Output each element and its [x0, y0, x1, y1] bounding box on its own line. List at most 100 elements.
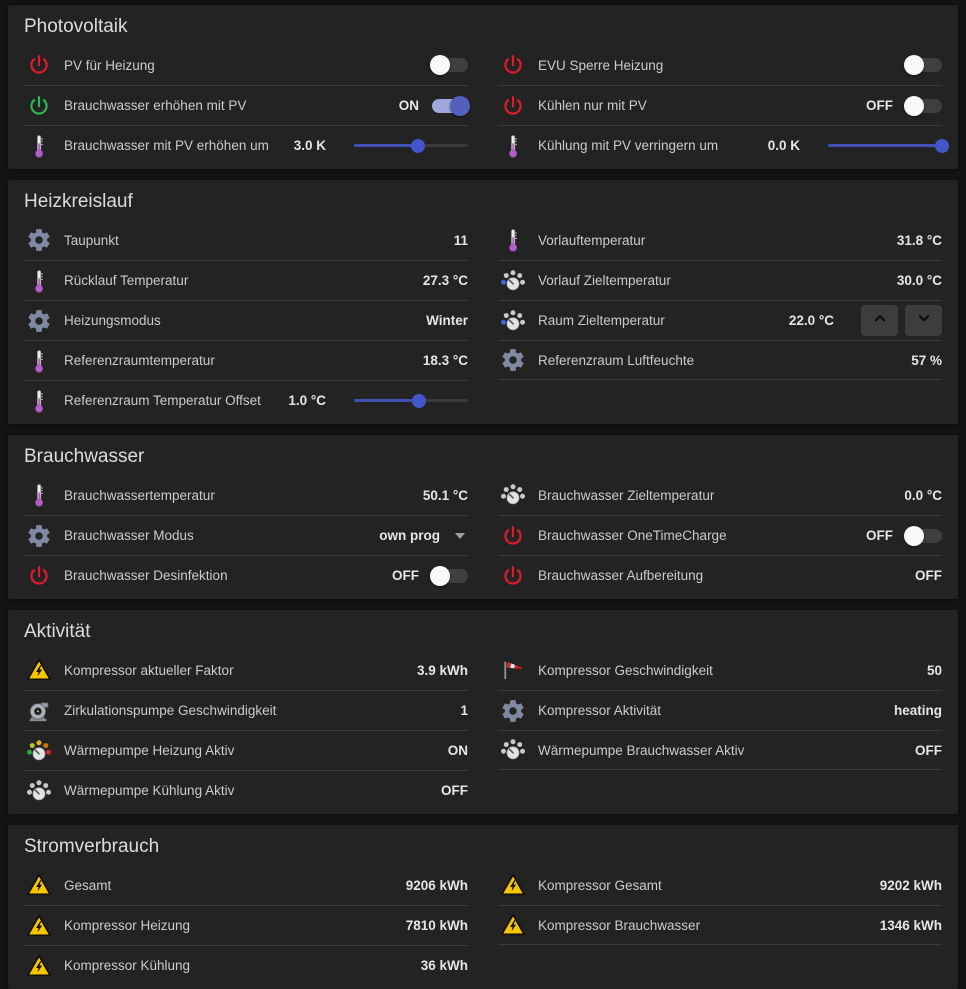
entity-column: Kompressor Geschwindigkeit 50 Kompressor A… [498, 650, 942, 810]
entity-name: Taupunkt [64, 232, 119, 248]
entity-row: Gesamt 9206 kWh [24, 865, 468, 905]
entity-state: OFF [915, 742, 942, 758]
entity-row: Brauchwassertemperatur 50.1 °C [24, 475, 468, 515]
slider[interactable] [828, 138, 949, 154]
section-title: Photovoltaik [24, 16, 128, 37]
slider-knob[interactable] [935, 138, 949, 153]
increase-button[interactable] [861, 305, 898, 336]
toggle-switch[interactable] [904, 55, 942, 75]
entity-column: EVU Sperre Heizung Kühlen nur mit PV OFF K… [498, 45, 949, 165]
entity-state: 1346 kWh [879, 917, 942, 933]
thermometer-icon [26, 482, 52, 508]
windsock-icon [500, 657, 526, 683]
decrease-button[interactable] [905, 305, 942, 336]
entity-state: 50 [926, 662, 942, 678]
entity-row: Brauchwasser Aufbereitung OFF [498, 555, 942, 595]
entity-state: 31.8 °C [896, 232, 942, 248]
gauge-color-icon [26, 738, 52, 764]
entity-row: Brauchwasser Modus own prog [24, 515, 468, 555]
entity-state: 1 [460, 703, 468, 718]
entity-row: Vorlauftemperatur 31.8 °C [498, 220, 942, 260]
entity-column: Brauchwassertemperatur 50.1 °C Brauchwasse… [24, 475, 468, 595]
entity-state: 9202 kWh [879, 877, 942, 893]
section-title: Stromverbrauch [24, 836, 160, 857]
entity-row: Kompressor aktueller Faktor 3.9 kWh [24, 650, 468, 690]
gear-icon [26, 523, 52, 549]
slider-knob[interactable] [411, 393, 426, 408]
entity-state: 9206 kWh [405, 877, 468, 893]
entity-row: Rücklauf Temperatur 27.3 °C [24, 260, 468, 300]
entity-name: Gesamt [64, 877, 112, 893]
toggle-knob [904, 55, 924, 75]
entity-row: Vorlauf Zieltemperatur 30.0 °C [498, 260, 942, 300]
slider[interactable] [354, 138, 468, 154]
gauge-blue-icon [500, 308, 526, 334]
entity-row: Zirkulationspumpe Geschwindigkeit 1 [24, 690, 468, 730]
entity-state: OFF [915, 568, 942, 583]
entity-row: Raum Zieltemperatur 22.0 °C [498, 300, 942, 340]
gear-icon [500, 347, 526, 373]
entity-name: Zirkulationspumpe Geschwindigkeit [64, 703, 277, 718]
toggle-switch[interactable] [904, 95, 942, 116]
power-red-icon [26, 52, 52, 78]
entity-name: PV für Heizung [64, 57, 155, 73]
toggle-switch[interactable] [430, 55, 468, 75]
entity-name: Kompressor Aktivität [538, 703, 662, 718]
card-columns: Kompressor aktueller Faktor 3.9 kWh Zirku… [24, 650, 942, 810]
toggle-switch[interactable] [432, 95, 470, 116]
entity-column: PV für Heizung Brauchwasser erhöhen mit P… [24, 45, 470, 165]
gauge-grey-icon [500, 482, 526, 508]
entity-row: Referenzraum Temperatur Offset 1.0 °C [24, 380, 468, 420]
entity-name: Kompressor Heizung [64, 918, 191, 933]
dropdown-caret-icon[interactable] [455, 532, 465, 539]
toggle-knob [904, 95, 924, 116]
entity-state: OFF [441, 783, 468, 798]
entity-state: OFF [392, 568, 419, 583]
entity-state: 27.3 °C [422, 273, 468, 288]
entity-state: heating [893, 703, 942, 718]
entity-state: ON [447, 743, 468, 758]
entity-state: Winter [426, 313, 468, 328]
entity-state: OFF [866, 528, 893, 543]
entity-row: EVU Sperre Heizung [498, 45, 942, 85]
card-columns: Gesamt 9206 kWh Kompressor Heizung 7810 kW… [24, 865, 942, 985]
thermometer-icon [26, 133, 52, 159]
entity-column: Kompressor aktueller Faktor 3.9 kWh Zirku… [24, 650, 468, 810]
entity-row: Brauchwasser erhöhen mit PV ON [24, 85, 470, 125]
entity-name: Kompressor aktueller Faktor [64, 662, 234, 678]
toggle-switch[interactable] [430, 565, 468, 586]
slider-knob[interactable] [410, 138, 425, 153]
thermometer-icon [500, 133, 526, 159]
entity-name: Rücklauf Temperatur [64, 273, 189, 288]
entity-row: Brauchwasser OneTimeCharge OFF [498, 515, 942, 555]
entity-state: OFF [866, 98, 893, 113]
section-card: Photovoltaik PV für Heizung Brauchwasser e… [8, 5, 958, 169]
toggle-knob [430, 565, 450, 586]
entity-row: Brauchwasser Desinfektion OFF [24, 555, 468, 595]
chevron-down-icon [913, 307, 935, 334]
slider-fill [354, 399, 419, 402]
entity-row: Wärmepumpe Brauchwasser Aktiv OFF [498, 730, 942, 770]
entity-row: Taupunkt 11 [24, 220, 468, 260]
gauge-grey-icon [500, 737, 526, 763]
entity-state: ON [398, 98, 419, 113]
gear-icon [26, 227, 52, 253]
entity-row: Kompressor Aktivität heating [498, 690, 942, 730]
entity-name: Brauchwasser Modus [64, 528, 194, 543]
temperature-stepper [854, 305, 942, 336]
entity-state: 0.0 K [767, 138, 800, 153]
slider[interactable] [354, 393, 468, 409]
entity-state: 7810 kWh [405, 918, 468, 933]
entity-name: Vorlauf Zieltemperatur [538, 273, 671, 288]
entity-state: 30.0 °C [896, 273, 942, 288]
entity-name: Brauchwasser Aufbereitung [538, 568, 704, 583]
entity-state: 11 [453, 232, 468, 248]
thermometer-icon [26, 388, 52, 414]
entity-state[interactable]: own prog [379, 528, 440, 543]
toggle-switch[interactable] [904, 525, 942, 546]
entity-name: Brauchwassertemperatur [64, 487, 215, 503]
section-card: Stromverbrauch Gesamt 9206 kWh Kompressor… [8, 825, 958, 989]
power-red-icon [500, 563, 526, 589]
section-card: Aktivität Kompressor aktueller Faktor 3.9… [8, 610, 958, 814]
entity-state: 3.0 K [293, 138, 326, 153]
